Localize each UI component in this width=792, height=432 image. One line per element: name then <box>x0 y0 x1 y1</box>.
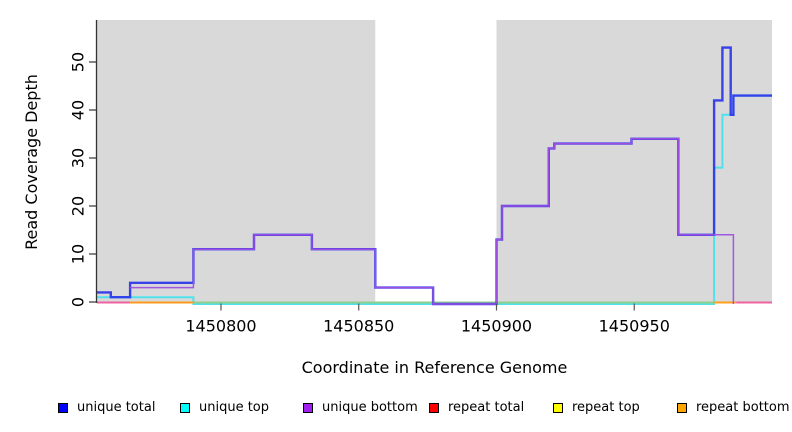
y-tick-label: 20 <box>69 196 88 216</box>
legend-swatch-icon <box>303 403 313 413</box>
x-tick-label: 1450850 <box>323 317 394 336</box>
legend-label: unique total <box>77 400 156 415</box>
y-tick-label: 30 <box>69 148 88 168</box>
legend-label: unique top <box>199 400 270 415</box>
y-tick-label: 40 <box>69 100 88 120</box>
legend-label: repeat bottom <box>696 400 790 415</box>
repeat-region-left <box>97 20 376 302</box>
x-tick-label: 1450900 <box>461 317 532 336</box>
x-axis-title: Coordinate in Reference Genome <box>301 358 568 377</box>
y-axis-title: Read Coverage Depth <box>22 74 41 250</box>
legend-swatch-icon <box>180 403 190 413</box>
x-tick-label: 1450950 <box>599 317 670 336</box>
legend-swatch-icon <box>553 403 563 413</box>
series-unique-bottom <box>130 138 735 305</box>
x-tick-label: 1450800 <box>185 317 256 336</box>
legend-swatch-icon <box>429 403 439 413</box>
legend-label: repeat total <box>448 400 525 415</box>
legend-swatch-icon <box>58 403 68 413</box>
y-tick-label: 0 <box>69 297 88 307</box>
legend-label: repeat top <box>572 400 640 415</box>
y-tick-label: 10 <box>69 244 88 264</box>
y-tick-label: 50 <box>69 52 88 72</box>
repeat-region-right <box>496 20 772 302</box>
legend-label: unique bottom <box>322 400 418 415</box>
legend-swatch-icon <box>677 403 687 413</box>
